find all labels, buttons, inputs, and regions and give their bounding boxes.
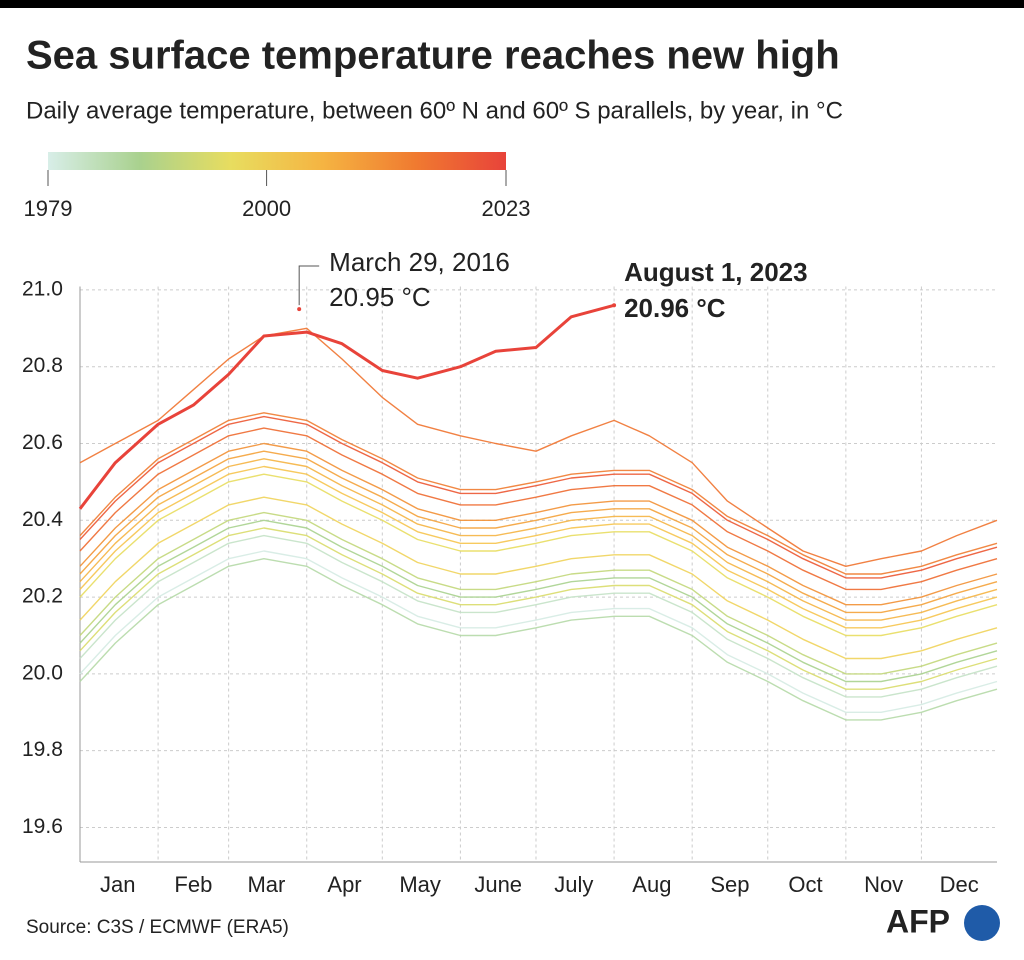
x-tick-label: May [399,872,441,897]
x-tick-label: Aug [632,872,671,897]
x-tick-label: Jan [100,872,135,897]
series-line [79,327,998,567]
colorbar-label: 2000 [242,196,291,221]
y-tick-label: 19.8 [22,738,63,761]
y-tick-label: 20.4 [22,508,63,531]
x-tick-label: Apr [327,872,361,897]
x-tick-label: Nov [864,872,903,897]
x-tick-label: Feb [174,872,212,897]
chart-subtitle: Daily average temperature, between 60º N… [26,97,843,124]
y-tick-label: 20.0 [22,661,63,684]
logo-circle [964,905,1000,941]
y-tick-label: 20.6 [22,431,63,454]
top-bar [0,0,1024,8]
x-tick-label: Sep [710,872,749,897]
series-line [79,450,998,614]
annotation-point [297,307,302,312]
series-line [79,473,998,637]
colorbar-label: 2023 [482,196,531,221]
annotation-leader [298,265,320,306]
logo: AFP [886,903,950,939]
series-line [79,458,998,621]
annotation-text: August 1, 2023 [624,257,808,287]
annotation-point [612,303,617,308]
series-line [79,465,998,629]
annotation-text: March 29, 2016 [329,247,510,277]
x-tick-label: July [554,872,593,897]
series-line [79,496,998,660]
series-line [79,527,998,690]
series-line [79,519,998,683]
series-line [79,412,998,575]
series-line [79,415,998,579]
chart-title: Sea surface temperature reaches new high [26,34,840,78]
source: Source: C3S / ECMWF (ERA5) [26,917,289,938]
series-line [79,534,998,698]
series-line [79,442,998,606]
y-tick-label: 20.8 [22,354,63,377]
x-tick-label: Oct [788,872,822,897]
x-tick-label: June [474,872,522,897]
series-line [79,427,998,591]
series-line [78,303,615,510]
colorbar-label: 1979 [24,196,73,221]
y-tick-label: 20.2 [22,585,63,608]
x-tick-label: Dec [940,872,979,897]
series-line [79,511,998,675]
annotation-text: 20.95 °C [329,282,430,312]
series-line [79,558,998,721]
x-tick-label: Mar [247,872,285,897]
annotation-text: 20.96 °C [624,293,726,323]
colorbar [48,152,506,170]
y-tick-label: 21.0 [22,277,63,300]
series-line [79,550,998,713]
y-tick-label: 19.6 [22,815,63,838]
